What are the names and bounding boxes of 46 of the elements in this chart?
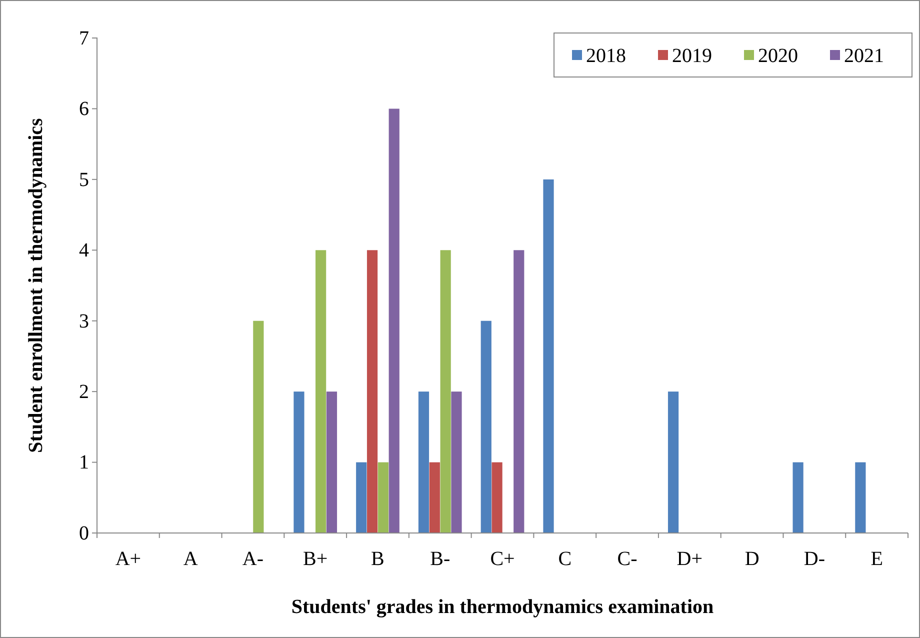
x-tick-label: B [371, 548, 384, 570]
bar [378, 462, 388, 533]
bar [388, 108, 400, 533]
y-axis-title: Student enrollment in thermodynamics [25, 118, 47, 453]
bar [792, 462, 804, 533]
bar [855, 462, 866, 533]
x-tick-label: D- [804, 548, 825, 570]
x-axis-title: Students' grades in thermodynamics examination [291, 596, 714, 618]
bar [668, 392, 679, 533]
bar [316, 250, 326, 533]
bar [492, 462, 502, 533]
x-tick-label: B- [430, 548, 450, 570]
x-tick-label: B+ [303, 548, 328, 570]
bar [543, 179, 554, 533]
x-tick-label: A+ [115, 548, 142, 570]
bar [440, 250, 451, 533]
x-tick-label: E [870, 548, 883, 570]
bar [326, 392, 338, 533]
legend-label: 2018 [586, 45, 626, 67]
x-tick-label: A [183, 548, 198, 570]
bar [429, 462, 440, 533]
bar [356, 462, 367, 533]
y-tick-label: 5 [79, 168, 89, 191]
legend-label: 2020 [758, 45, 798, 67]
x-tick-label: C+ [490, 548, 515, 570]
bar [514, 250, 524, 533]
bar [253, 320, 264, 533]
x-tick-label: D [744, 548, 760, 570]
legend-label: 2021 [844, 45, 884, 67]
y-tick-label: 3 [79, 310, 89, 332]
x-tick-label: C- [617, 548, 638, 570]
x-tick-label: D+ [676, 548, 703, 570]
y-tick-label: 1 [79, 452, 89, 474]
y-tick-label: 4 [79, 240, 89, 262]
bar [451, 392, 462, 533]
legend-label: 2019 [672, 45, 712, 67]
bar [480, 320, 492, 533]
y-tick-label: 2 [79, 380, 89, 403]
x-tick-label: C [558, 548, 572, 570]
bar [366, 250, 378, 533]
y-tick-label: 6 [79, 98, 89, 120]
bar [418, 392, 430, 533]
x-tick-label: A- [242, 548, 264, 570]
bar [294, 392, 304, 533]
y-tick-label: 0 [79, 522, 89, 544]
y-tick-label: 7 [79, 27, 89, 50]
